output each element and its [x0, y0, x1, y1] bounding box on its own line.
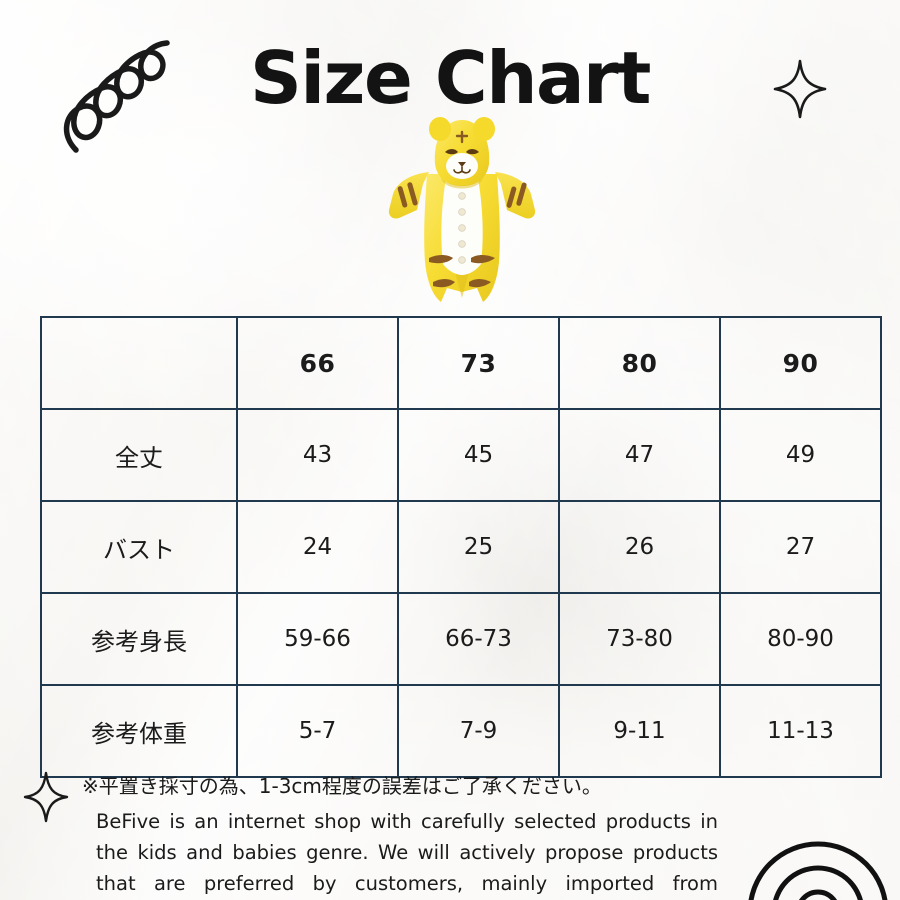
row-label-height: 参考身長 [40, 592, 238, 686]
table-header-cell-size-90: 90 [719, 316, 882, 410]
size-chart-table: 66 73 80 90 全丈 43 45 47 49 バスト 24 25 26 … [40, 316, 882, 778]
page-title: Size Chart [250, 36, 651, 120]
cell-length-90: 49 [719, 408, 882, 502]
sparkle-icon [22, 770, 70, 824]
footer-shop-description: BeFive is an internet shop with carefull… [96, 810, 718, 895]
cell-height-66: 59-66 [236, 592, 399, 686]
row-label-bust: バスト [40, 500, 238, 594]
cell-bust-90: 27 [719, 500, 882, 594]
table-row: 参考身長 59-66 66-73 73-80 80-90 [40, 592, 882, 686]
table-header-row: 66 73 80 90 [40, 316, 882, 410]
cell-length-80: 47 [558, 408, 721, 502]
cell-weight-66: 5-7 [236, 684, 399, 778]
cell-bust-80: 26 [558, 500, 721, 594]
table-header-cell-size-80: 80 [558, 316, 721, 410]
cell-height-90: 80-90 [719, 592, 882, 686]
cell-bust-66: 24 [236, 500, 399, 594]
cell-weight-73: 7-9 [397, 684, 560, 778]
footer-block: ※平置き採寸の為、1-3cm程度の誤差はご了承ください。 BeFive is a… [82, 772, 722, 900]
table-row: 参考体重 5-7 7-9 9-11 11-13 [40, 684, 882, 778]
table-row: 全丈 43 45 47 49 [40, 408, 882, 502]
footer-measurement-note: ※平置き採寸の為、1-3cm程度の誤差はご了承ください。 [82, 774, 602, 798]
table-header-cell-size-73: 73 [397, 316, 560, 410]
table-header-cell-empty [40, 316, 238, 410]
cell-bust-73: 25 [397, 500, 560, 594]
concentric-arcs-doodle-icon [744, 772, 900, 900]
cell-weight-90: 11-13 [719, 684, 882, 778]
cell-weight-80: 9-11 [558, 684, 721, 778]
row-label-weight: 参考体重 [40, 684, 238, 778]
row-label-length: 全丈 [40, 408, 238, 502]
cell-height-73: 66-73 [397, 592, 560, 686]
table-row: バスト 24 25 26 27 [40, 500, 882, 594]
table-header-cell-size-66: 66 [236, 316, 399, 410]
cell-length-73: 45 [397, 408, 560, 502]
cell-height-80: 73-80 [558, 592, 721, 686]
product-image-tiger-romper [383, 112, 541, 317]
cell-length-66: 43 [236, 408, 399, 502]
